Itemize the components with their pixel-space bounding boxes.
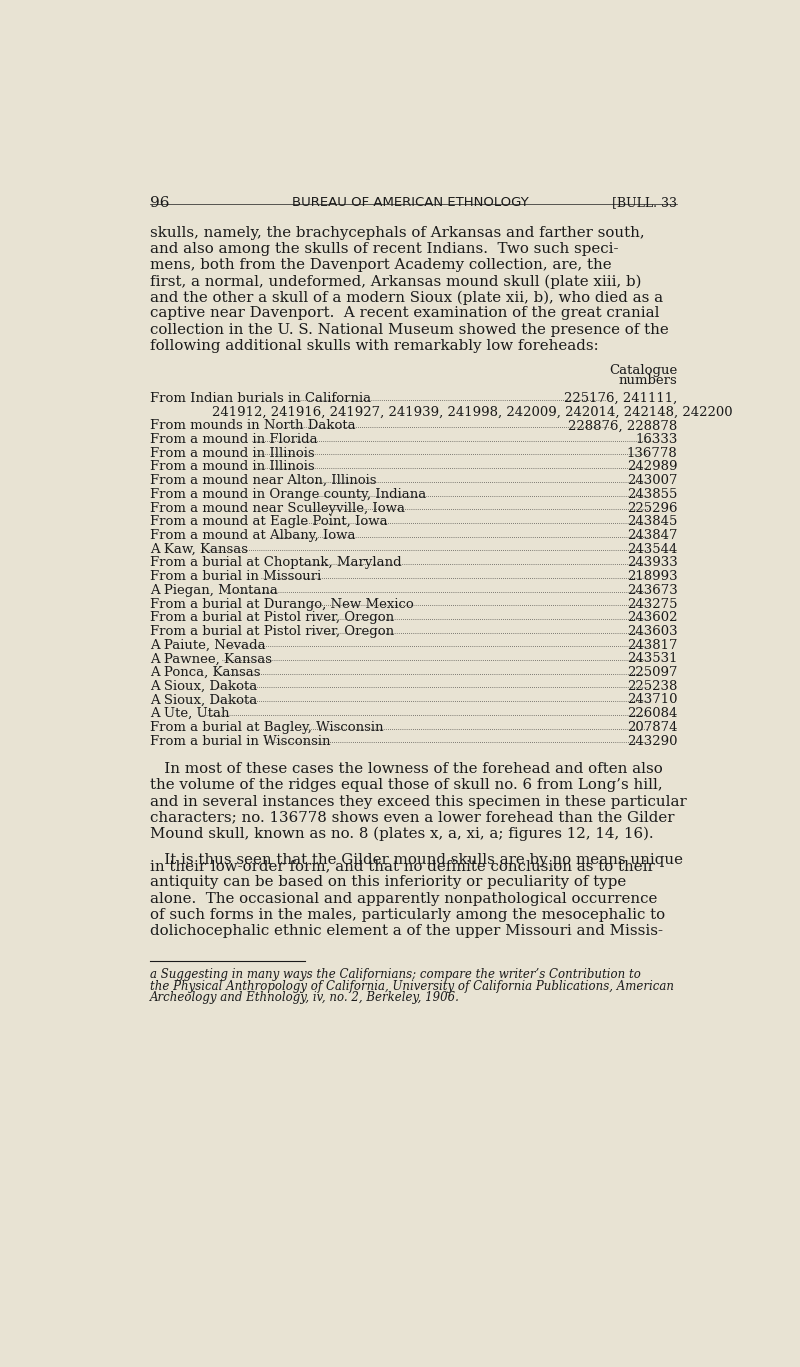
Text: A Piegan, Montana: A Piegan, Montana bbox=[150, 584, 278, 597]
Text: 243290: 243290 bbox=[627, 734, 678, 748]
Text: 243845: 243845 bbox=[627, 515, 678, 528]
Text: following additional skulls with remarkably low foreheads:: following additional skulls with remarka… bbox=[150, 339, 599, 353]
Text: From a burial in Wisconsin: From a burial in Wisconsin bbox=[150, 734, 331, 748]
Text: a Suggesting in many ways the Californians; compare the writer’s Contribution to: a Suggesting in many ways the California… bbox=[150, 968, 642, 982]
Text: characters; no. 136778 shows even a lower forehead than the Gilder: characters; no. 136778 shows even a lowe… bbox=[150, 811, 675, 824]
Text: From a burial at Bagley, Wisconsin: From a burial at Bagley, Wisconsin bbox=[150, 720, 384, 734]
Text: [BULL. 33: [BULL. 33 bbox=[612, 197, 678, 209]
Text: 226084: 226084 bbox=[627, 707, 678, 720]
Text: 225176, 241111,: 225176, 241111, bbox=[564, 392, 678, 405]
Text: From a mound in Illinois: From a mound in Illinois bbox=[150, 447, 315, 459]
Text: 225238: 225238 bbox=[627, 679, 678, 693]
Text: 243817: 243817 bbox=[627, 638, 678, 652]
Text: From a burial at Pistol river, Oregon: From a burial at Pistol river, Oregon bbox=[150, 625, 394, 638]
Text: captive near Davenport.  A recent examination of the great cranial: captive near Davenport. A recent examina… bbox=[150, 306, 660, 320]
Text: From a mound in Orange county, Indiana: From a mound in Orange county, Indiana bbox=[150, 488, 426, 500]
Text: 228876, 228878: 228876, 228878 bbox=[568, 420, 678, 432]
Text: 243544: 243544 bbox=[627, 543, 678, 556]
Text: 218993: 218993 bbox=[626, 570, 678, 584]
Text: A Sioux, Dakota: A Sioux, Dakota bbox=[150, 693, 258, 707]
Text: 243602: 243602 bbox=[627, 611, 678, 625]
Text: 243847: 243847 bbox=[627, 529, 678, 543]
Text: 16333: 16333 bbox=[635, 433, 678, 446]
Text: 96: 96 bbox=[150, 197, 170, 211]
Text: skulls, namely, the brachycephals of Arkansas and farther south,: skulls, namely, the brachycephals of Ark… bbox=[150, 226, 645, 239]
Text: From a burial in Missouri: From a burial in Missouri bbox=[150, 570, 322, 584]
Text: of such forms in the males, particularly among the mesocephalic to: of such forms in the males, particularly… bbox=[150, 908, 666, 921]
Text: A Sioux, Dakota: A Sioux, Dakota bbox=[150, 679, 258, 693]
Text: From a mound in Illinois: From a mound in Illinois bbox=[150, 461, 315, 473]
Text: It is thus seen that the Gilder mound skulls are by no means unique: It is thus seen that the Gilder mound sk… bbox=[150, 853, 683, 867]
Text: From a burial at Pistol river, Oregon: From a burial at Pistol river, Oregon bbox=[150, 611, 394, 625]
Text: 243855: 243855 bbox=[627, 488, 678, 500]
Text: 243275: 243275 bbox=[627, 597, 678, 611]
Text: Catalogue: Catalogue bbox=[609, 364, 678, 377]
Text: A Pawnee, Kansas: A Pawnee, Kansas bbox=[150, 652, 272, 666]
Text: mens, both from the Davenport Academy collection, are, the: mens, both from the Davenport Academy co… bbox=[150, 258, 612, 272]
Text: collection in the U. S. National Museum showed the presence of the: collection in the U. S. National Museum … bbox=[150, 323, 669, 336]
Text: and also among the skulls of recent Indians.  Two such speci-: and also among the skulls of recent Indi… bbox=[150, 242, 619, 256]
Text: and the other a skull of a modern Sioux (plate xii, b), who died as a: and the other a skull of a modern Sioux … bbox=[150, 290, 663, 305]
Text: 243007: 243007 bbox=[627, 474, 678, 487]
Text: alone.  The occasional and apparently nonpathological occurrence: alone. The occasional and apparently non… bbox=[150, 891, 658, 905]
Text: A Ute, Utah: A Ute, Utah bbox=[150, 707, 230, 720]
Text: A Kaw, Kansas: A Kaw, Kansas bbox=[150, 543, 248, 556]
Text: From a mound in Florida: From a mound in Florida bbox=[150, 433, 318, 446]
Text: Mound skull, known as no. 8 (plates x, a, xi, a; figures 12, 14, 16).: Mound skull, known as no. 8 (plates x, a… bbox=[150, 827, 654, 841]
Text: From a mound at Eagle Point, Iowa: From a mound at Eagle Point, Iowa bbox=[150, 515, 388, 528]
Text: From a burial at Durango, New Mexico: From a burial at Durango, New Mexico bbox=[150, 597, 414, 611]
Text: the Physical Anthropology of California, University of California Publications, : the Physical Anthropology of California,… bbox=[150, 980, 674, 992]
Text: 243710: 243710 bbox=[627, 693, 678, 707]
Text: first, a normal, undeformed, Arkansas mound skull (plate xiii, b): first, a normal, undeformed, Arkansas mo… bbox=[150, 275, 642, 288]
Text: From Indian burials in California: From Indian burials in California bbox=[150, 392, 371, 405]
Text: From a mound at Albany, Iowa: From a mound at Albany, Iowa bbox=[150, 529, 356, 543]
Text: 207874: 207874 bbox=[627, 720, 678, 734]
Text: 136778: 136778 bbox=[626, 447, 678, 459]
Text: 225097: 225097 bbox=[627, 666, 678, 679]
Text: and in several instances they exceed this specimen in these particular: and in several instances they exceed thi… bbox=[150, 794, 687, 808]
Text: From a mound near Alton, Illinois: From a mound near Alton, Illinois bbox=[150, 474, 377, 487]
Text: From a burial at Choptank, Maryland: From a burial at Choptank, Maryland bbox=[150, 556, 402, 570]
Text: A Ponca, Kansas: A Ponca, Kansas bbox=[150, 666, 261, 679]
Text: antiquity can be based on this inferiority or peculiarity of type: antiquity can be based on this inferiori… bbox=[150, 875, 626, 890]
Text: dolichocephalic ethnic element a of the upper Missouri and Missis-: dolichocephalic ethnic element a of the … bbox=[150, 924, 663, 938]
Text: 225296: 225296 bbox=[627, 502, 678, 514]
Text: In most of these cases the lowness of the forehead and often also: In most of these cases the lowness of th… bbox=[150, 763, 663, 776]
Text: A Paiute, Nevada: A Paiute, Nevada bbox=[150, 638, 266, 652]
Text: 243603: 243603 bbox=[626, 625, 678, 638]
Text: 241912, 241916, 241927, 241939, 241998, 242009, 242014, 242148, 242200: 241912, 241916, 241927, 241939, 241998, … bbox=[212, 406, 733, 418]
Text: the volume of the ridges equal those of skull no. 6 from Long’s hill,: the volume of the ridges equal those of … bbox=[150, 778, 663, 793]
Text: 242989: 242989 bbox=[627, 461, 678, 473]
Text: 243673: 243673 bbox=[626, 584, 678, 597]
Text: in their low-order form, and that no definite conclusion as to their: in their low-order form, and that no def… bbox=[150, 860, 655, 874]
Text: BUREAU OF AMERICAN ETHNOLOGY: BUREAU OF AMERICAN ETHNOLOGY bbox=[292, 197, 528, 209]
Text: 243933: 243933 bbox=[626, 556, 678, 570]
Text: From mounds in North Dakota: From mounds in North Dakota bbox=[150, 420, 356, 432]
Text: numbers: numbers bbox=[618, 375, 678, 387]
Text: Archeology and Ethnology, iv, no. 2, Berkeley, 1906.: Archeology and Ethnology, iv, no. 2, Ber… bbox=[150, 991, 460, 1005]
Text: 243531: 243531 bbox=[627, 652, 678, 666]
Text: From a mound near Sculleyville, Iowa: From a mound near Sculleyville, Iowa bbox=[150, 502, 406, 514]
